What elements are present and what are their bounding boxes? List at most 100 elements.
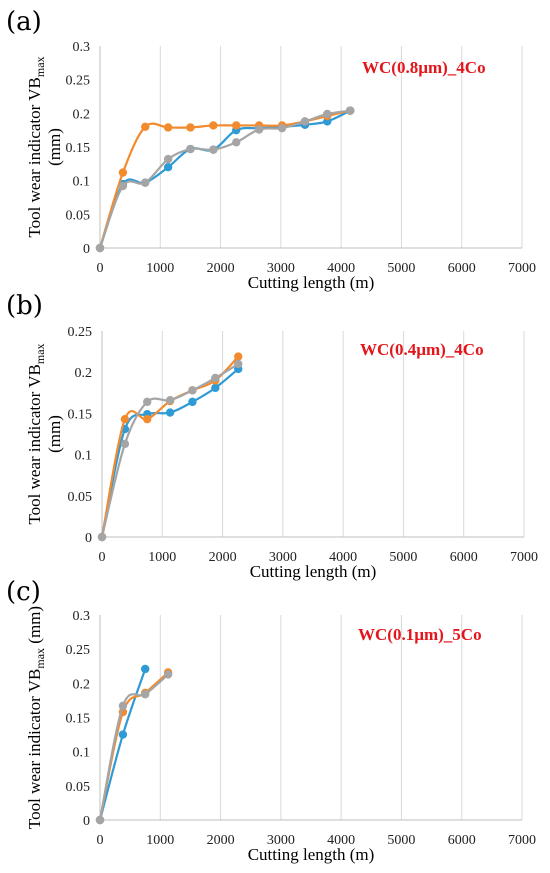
y-axis-title: Tool wear indicator VBmax (mm) [25,606,47,829]
x-tick-label: 2000 [209,550,237,565]
x-tick-label: 5000 [387,261,415,276]
series-3-line [98,109,351,249]
panel-label: (a) [6,7,42,37]
y-axis-unit: (mm) [45,415,64,453]
series-3-point [254,125,264,134]
series-3-point [97,532,107,542]
series-2-point [186,123,195,132]
y-tick-label: 0.25 [66,643,91,658]
series-1-point [163,163,173,172]
x-tick-label: 6000 [448,261,476,276]
series-3-point [163,670,173,679]
series-3-point [95,815,105,825]
chart-panel-2: (b) 0 1000 2000 3000 4000 5000 6000 7000 0 0.05 0.1… [6,291,538,581]
series-1-point [141,664,150,674]
series-3-point [118,701,128,711]
y-axis-title: Tool wear indicator VBmax [25,343,47,524]
x-tick-label: 4000 [329,550,357,565]
series-2-line [98,109,351,249]
x-tick-label: 2000 [207,833,235,848]
y-tick-label: 0 [83,814,90,829]
y-tick-label: 0.2 [73,677,91,692]
series-2-point [163,123,173,132]
chart-annotation: WC(0.8µm)_4Co [362,58,486,77]
chart-annotation: WC(0.1µm)_5Co [358,625,482,644]
series-1-line [98,668,147,821]
y-tick-label: 0.05 [66,208,91,223]
series-1-point [118,730,128,739]
series-3-point [141,690,150,699]
x-tick-label: 7000 [510,550,538,565]
series-3-point [277,123,287,133]
series-2-point [234,352,243,361]
x-tick-label: 6000 [448,833,476,848]
y-tick-label: 0.15 [66,712,91,727]
series-3-point [345,106,355,115]
x-tick-label: 2000 [207,261,235,276]
series-3-point [211,373,220,383]
series-2-point [209,121,218,130]
y-tick-label: 0.15 [66,141,91,156]
x-tick-label: 6000 [450,550,478,565]
series-1-point [165,408,175,417]
chart-panel-1: (a) 0 1000 2000 3000 4000 5000 6000 7000 0 0.05 0.1… [6,7,536,292]
y-tick-label: 0.2 [73,107,91,122]
y-tick-label: 0.05 [68,490,93,505]
series-3-line [98,673,169,821]
series-3-point [186,144,195,154]
y-tick-label: 0.3 [73,40,91,55]
y-tick-label: 0 [83,242,90,257]
x-tick-label: 1000 [148,550,176,565]
series-3-point [141,178,150,187]
series-2-point [120,414,130,424]
chart-annotation: WC(0.4µm)_4Co [360,340,484,359]
x-axis-title: Cutting length (m) [248,845,375,864]
x-tick-label: 4000 [327,261,355,276]
x-tick-label: 1000 [146,261,174,276]
y-tick-label: 0.1 [73,175,91,190]
y-tick-label: 0.25 [66,74,91,89]
y-axis-title: Tool wear indicator VBmax [25,56,47,237]
x-tick-label: 0 [97,833,104,848]
chart-panel-3: (c) 0 1000 2000 3000 4000 5000 6000 7000 0 0.05 0.1… [6,577,536,864]
x-tick-label: 1000 [146,833,174,848]
x-tick-label: 0 [99,550,106,565]
y-tick-label: 0.3 [73,609,91,624]
x-tick-label: 5000 [389,550,417,565]
y-axis-unit: (mm) [45,128,64,166]
series-1-point [211,383,220,393]
x-tick-label: 3000 [267,261,295,276]
series-3-point [323,109,332,119]
series-3-point [188,386,197,395]
series-3-point [95,243,105,253]
panel-label: (c) [6,577,41,607]
series-2-point [143,414,152,424]
x-tick-label: 7000 [508,833,536,848]
x-tick-label: 4000 [327,833,355,848]
series-3-point [165,396,175,405]
x-axis-title: Cutting length (m) [250,562,377,581]
x-tick-label: 0 [97,261,104,276]
series-2-point [232,121,241,130]
x-tick-label: 3000 [269,550,297,565]
y-tick-label: 0.15 [68,407,93,422]
panel-label: (b) [6,291,43,321]
series-3-point [209,145,218,154]
series-3-point [300,117,310,126]
x-tick-label: 3000 [267,833,295,848]
x-tick-label: 5000 [387,833,415,848]
series-3-point [163,154,173,164]
y-tick-label: 0.1 [75,449,93,464]
series-3-point [143,397,152,407]
y-tick-label: 0.05 [66,780,91,795]
y-tick-label: 0.2 [75,366,93,381]
x-axis-title: Cutting length (m) [248,273,375,292]
y-tick-label: 0.1 [73,746,91,761]
series-3-point [118,181,128,191]
x-tick-label: 7000 [508,261,536,276]
series-2-point [141,122,150,131]
y-tick-label: 0 [85,531,92,546]
series-1-line [98,109,351,249]
series-1-point [188,397,197,407]
